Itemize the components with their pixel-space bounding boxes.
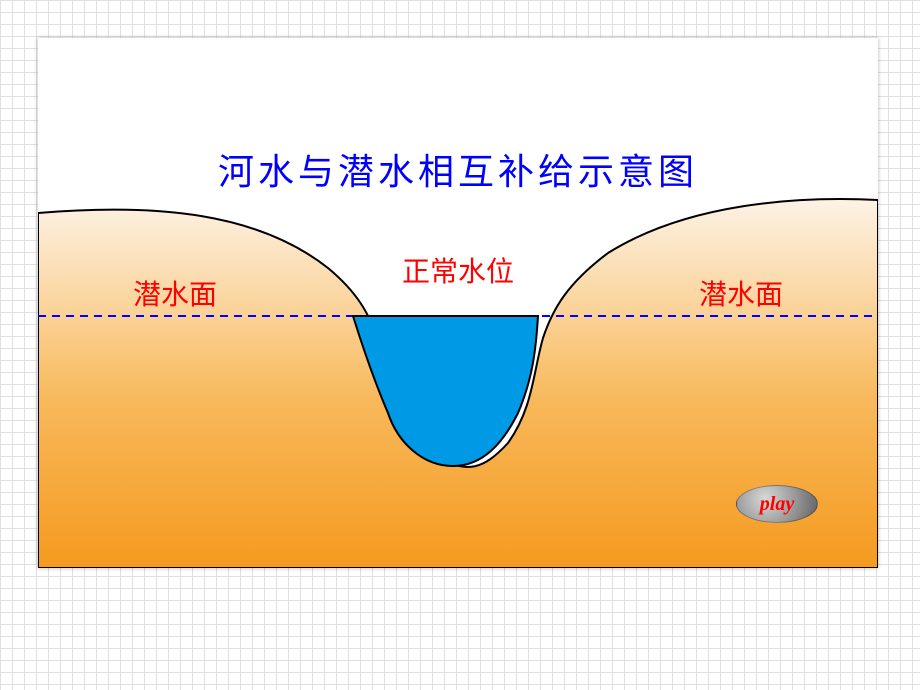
label-groundwater-left: 潜水面	[133, 273, 217, 313]
play-button[interactable]: play	[736, 485, 818, 523]
slide-canvas: 河水与潜水相互补给示意图 正常水位 潜水面 潜水面 play	[38, 38, 878, 568]
play-button-label: play	[760, 493, 794, 516]
diagram-title: 河水与潜水相互补给示意图	[38, 143, 878, 195]
label-groundwater-right: 潜水面	[699, 273, 783, 313]
